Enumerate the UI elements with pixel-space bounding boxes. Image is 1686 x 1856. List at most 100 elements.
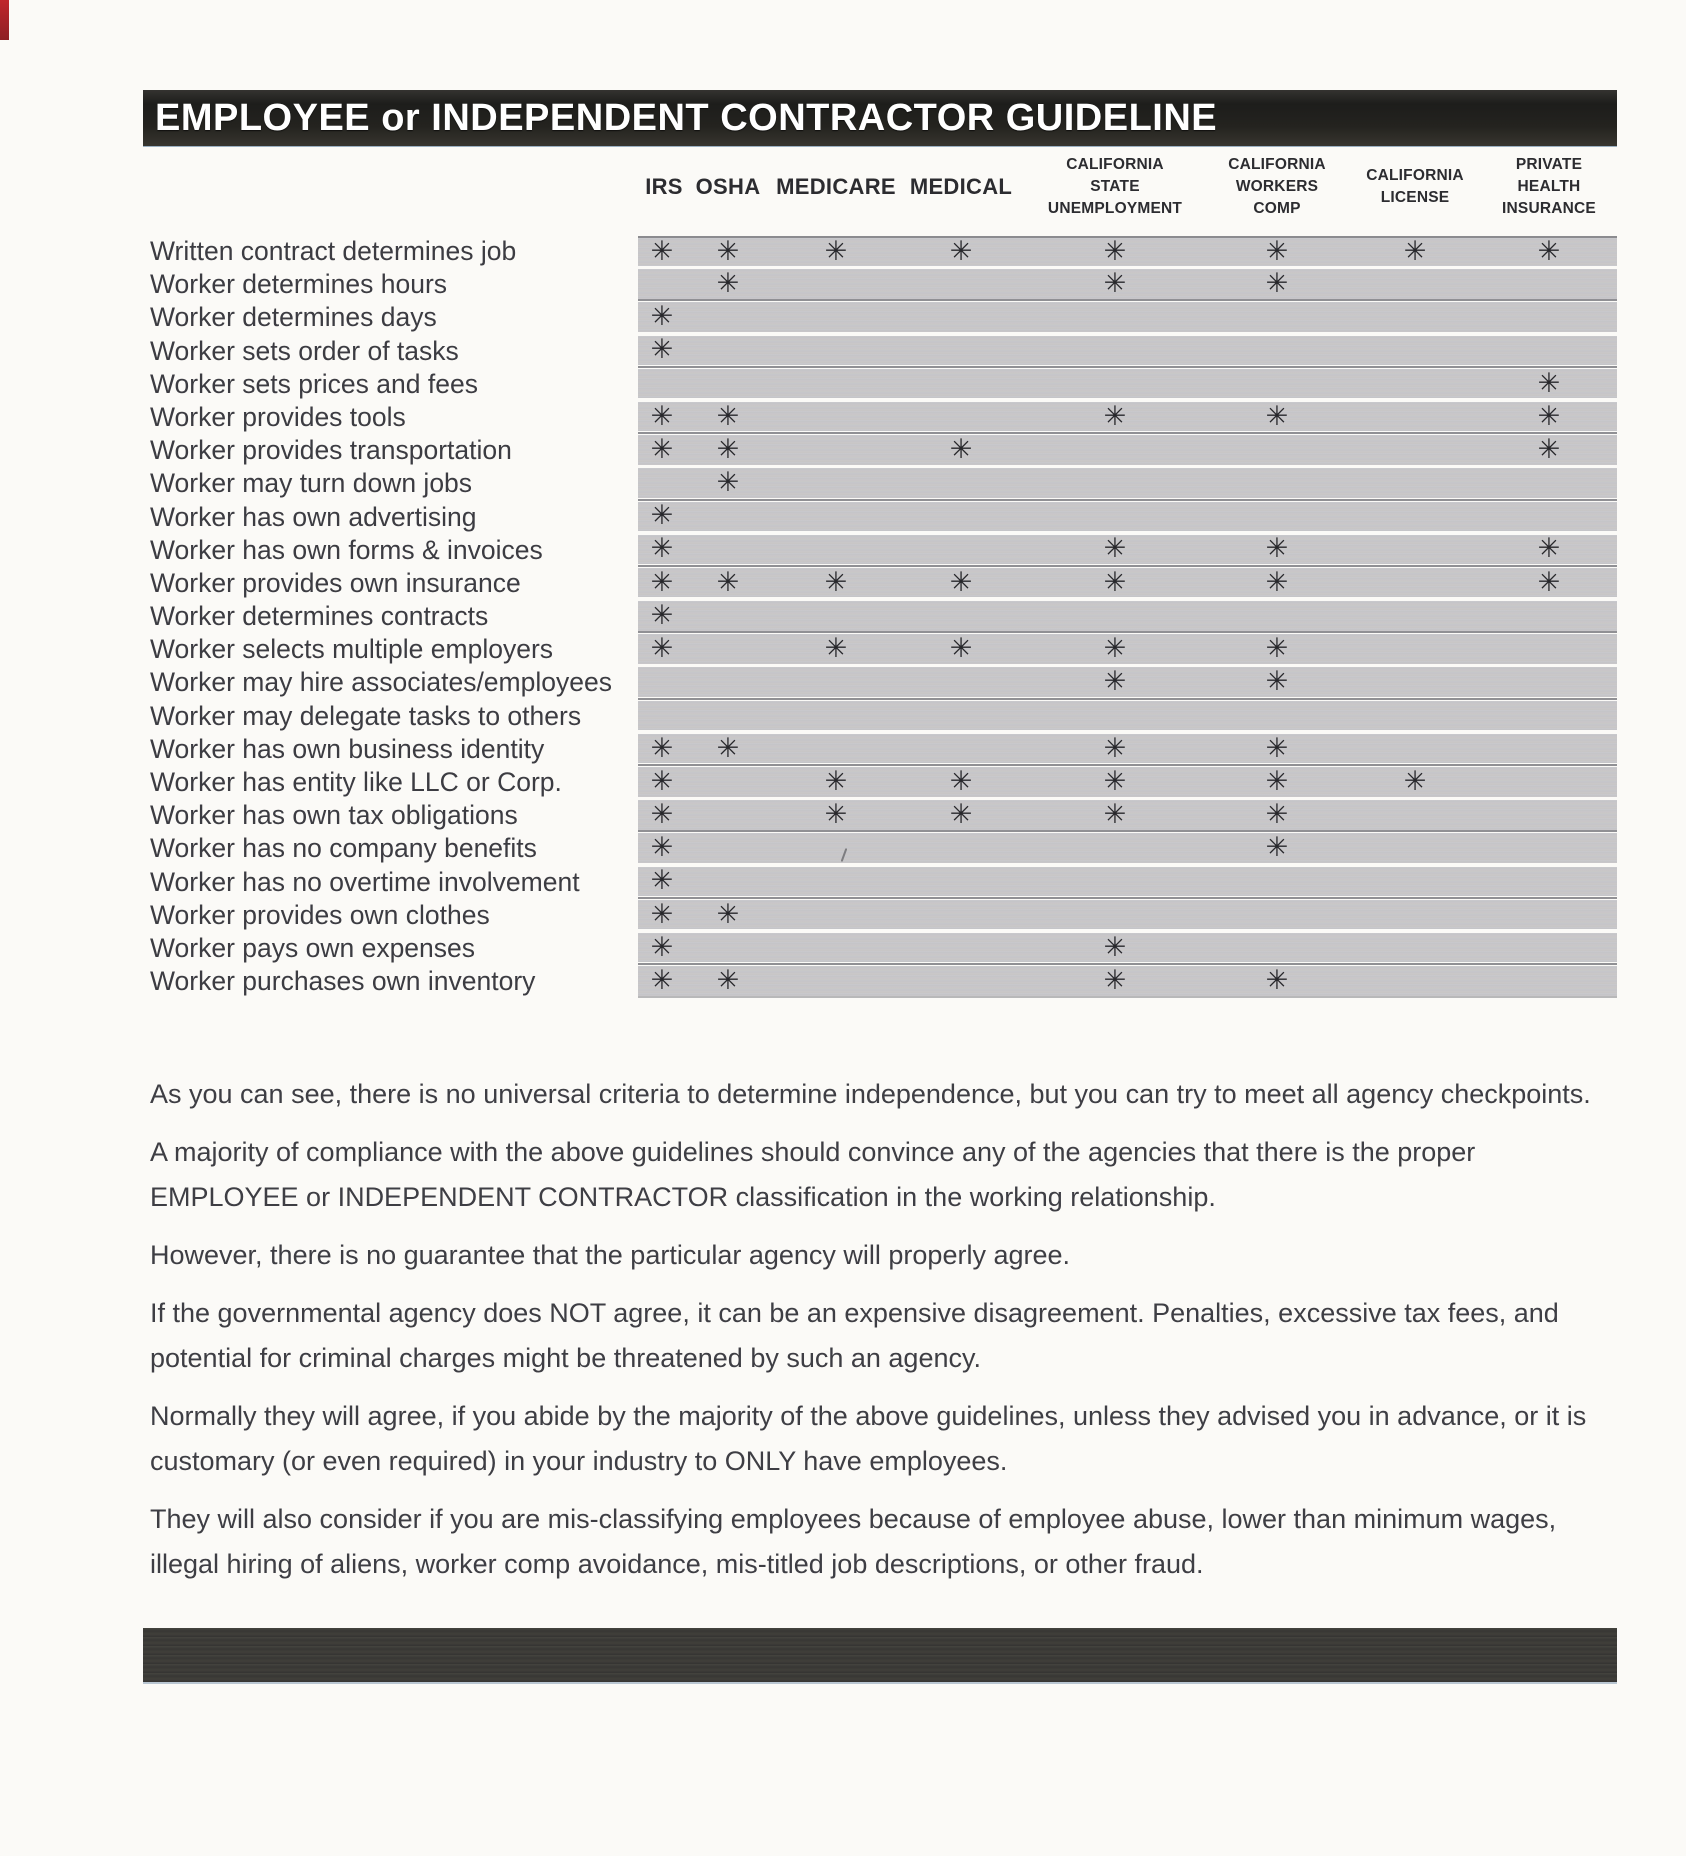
asterisk-mark: ✳ xyxy=(716,400,740,432)
asterisk-mark: ✳ xyxy=(1537,235,1561,267)
asterisk-mark: ✳ xyxy=(1265,267,1289,299)
row-label: Worker sets order of tasks xyxy=(150,335,459,366)
asterisk-mark: ✳ xyxy=(1265,533,1289,565)
asterisk-mark: ✳ xyxy=(1103,765,1127,797)
asterisk-mark: ✳ xyxy=(1265,964,1289,996)
asterisk-mark: ✳ xyxy=(716,732,740,764)
table-row: Worker has own business identity ✳ ✳ ✳ ✳ xyxy=(150,732,1617,767)
row-label: Worker may turn down jobs xyxy=(150,468,473,499)
column-header-ca-workers-comp: CALIFORNIA WORKERS COMP xyxy=(1228,156,1326,217)
row-band: ✳ ✳ xyxy=(638,898,1617,930)
explanatory-text: As you can see, there is no universal cr… xyxy=(150,1072,1598,1600)
asterisk-mark: ✳ xyxy=(650,632,674,664)
row-label: Written contract determines job xyxy=(150,236,517,266)
row-label: Worker has own forms & invoices xyxy=(150,534,543,565)
table-row: Worker provides tools ✳ ✳ ✳ ✳ ✳ xyxy=(150,400,1617,435)
asterisk-mark: ✳ xyxy=(650,798,674,830)
row-label: Worker sets prices and fees xyxy=(150,368,478,399)
asterisk-mark: ✳ xyxy=(650,400,674,432)
table-row: Worker sets prices and fees ✳ xyxy=(150,368,1617,402)
row-label: Worker pays own expenses xyxy=(150,932,476,963)
document-title-bar: EMPLOYEE or INDEPENDENT CONTRACTOR GUIDE… xyxy=(143,90,1617,146)
table-row: Worker determines days ✳ xyxy=(150,302,1617,335)
row-band: ✳ ✳ xyxy=(638,931,1617,963)
asterisk-mark: ✳ xyxy=(1103,566,1127,598)
paragraph: If the governmental agency does NOT agre… xyxy=(150,1298,1559,1373)
row-band: ✳ ✳ ✳ ✳ xyxy=(638,732,1617,764)
table-row: Worker determines contracts ✳ xyxy=(150,601,1617,634)
column-header-ca-license: CALIFORNIA LICENSE xyxy=(1366,167,1464,206)
asterisk-mark: ✳ xyxy=(1103,632,1127,664)
asterisk-mark: ✳ xyxy=(650,865,674,897)
column-header-private-health: PRIVATE HEALTH INSURANCE xyxy=(1502,156,1596,217)
asterisk-mark: ✳ xyxy=(1103,964,1127,996)
table-row: Worker has own forms & invoices ✳ ✳ ✳ ✳ xyxy=(150,533,1617,568)
asterisk-mark: ✳ xyxy=(824,765,848,797)
asterisk-mark: ✳ xyxy=(650,235,674,267)
page-title: EMPLOYEE or INDEPENDENT CONTRACTOR GUIDE… xyxy=(155,96,1218,139)
asterisk-mark: ✳ xyxy=(949,433,973,465)
asterisk-mark: ✳ xyxy=(1103,798,1127,830)
table-row: Worker purchases own inventory ✳ ✳ ✳ ✳ xyxy=(150,966,1617,999)
asterisk-mark: ✳ xyxy=(1265,732,1289,764)
row-band: ✳ xyxy=(638,468,1617,498)
asterisk-mark: ✳ xyxy=(716,898,740,930)
row-band: ✳ xyxy=(638,334,1617,366)
asterisk-mark: ✳ xyxy=(824,566,848,598)
asterisk-mark: ✳ xyxy=(949,798,973,830)
scan-artifact-red xyxy=(0,0,9,40)
asterisk-mark: ✳ xyxy=(650,599,674,631)
row-band: ✳ ✳ ✳ ✳ xyxy=(638,966,1617,996)
asterisk-mark: ✳ xyxy=(949,235,973,267)
row-band: ✳ ✳ xyxy=(638,833,1617,863)
asterisk-mark: ✳ xyxy=(1403,765,1427,797)
asterisk-mark: ✳ xyxy=(650,964,674,996)
row-band: ✳ ✳ ✳ ✳ ✳ xyxy=(638,800,1617,830)
asterisk-mark: ✳ xyxy=(650,832,674,864)
asterisk-mark: ✳ xyxy=(716,433,740,465)
asterisk-mark: ✳ xyxy=(1265,765,1289,797)
asterisk-mark: ✳ xyxy=(650,765,674,797)
row-label: Worker provides own insurance xyxy=(150,567,521,598)
asterisk-mark: ✳ xyxy=(650,500,674,532)
asterisk-mark: ✳ xyxy=(650,334,674,366)
asterisk-mark: ✳ xyxy=(650,533,674,565)
asterisk-mark: ✳ xyxy=(650,732,674,764)
asterisk-mark: ✳ xyxy=(1103,666,1127,698)
asterisk-mark: ✳ xyxy=(1103,400,1127,432)
asterisk-mark: ✳ xyxy=(1537,566,1561,598)
asterisk-mark: ✳ xyxy=(650,566,674,598)
row-label: Worker determines days xyxy=(150,302,437,333)
asterisk-mark: ✳ xyxy=(1103,931,1127,963)
row-label: Worker may delegate tasks to others xyxy=(150,700,582,731)
table-row: Worker has own tax obligations ✳ ✳ ✳ ✳ ✳ xyxy=(150,800,1617,833)
row-band: ✳ ✳ ✳ ✳ xyxy=(638,533,1617,565)
table-row: Worker provides transportation ✳ ✳ ✳ ✳ xyxy=(150,435,1617,468)
asterisk-mark: ✳ xyxy=(949,566,973,598)
table-row: Worker has no company benefits ✳ ✳ xyxy=(150,833,1617,866)
asterisk-mark: ✳ xyxy=(1265,832,1289,864)
row-band: ✳ ✳ ✳ ✳ ✳ ✳ ✳ ✳ xyxy=(638,236,1617,266)
paragraph: Normally they will agree, if you abide b… xyxy=(150,1401,1587,1476)
asterisk-mark: ✳ xyxy=(1265,400,1289,432)
row-band: ✳ xyxy=(638,601,1617,631)
table-row: Worker has entity like LLC or Corp. ✳ ✳ ✳ ✳… xyxy=(150,767,1617,800)
asterisk-mark: ✳ xyxy=(716,235,740,267)
row-band: ✳ xyxy=(638,865,1617,897)
criteria-table: Written contract determines job ✳ ✳ ✳ ✳ ✳ ✳ ✳ ✳… xyxy=(150,236,1617,999)
asterisk-mark: ✳ xyxy=(716,467,740,499)
row-band: ✳ ✳ xyxy=(638,667,1617,697)
row-band: ✳ ✳ ✳ ✳ ✳ ✳ ✳ xyxy=(638,566,1617,598)
bottom-divider-bar xyxy=(143,1628,1617,1682)
row-label: Worker provides own clothes xyxy=(150,899,490,930)
asterisk-mark: ✳ xyxy=(1265,798,1289,830)
table-row: Worker provides own clothes ✳ ✳ xyxy=(150,898,1617,933)
asterisk-mark: ✳ xyxy=(1103,235,1127,267)
asterisk-mark: ✳ xyxy=(716,964,740,996)
row-band: ✳ ✳ ✳ ✳ ✳ xyxy=(638,634,1617,664)
paragraph: They will also consider if you are mis-c… xyxy=(150,1504,1557,1579)
table-row: Worker may turn down jobs ✳ xyxy=(150,468,1617,501)
asterisk-mark: ✳ xyxy=(1265,632,1289,664)
row-label: Worker provides transportation xyxy=(150,435,512,466)
